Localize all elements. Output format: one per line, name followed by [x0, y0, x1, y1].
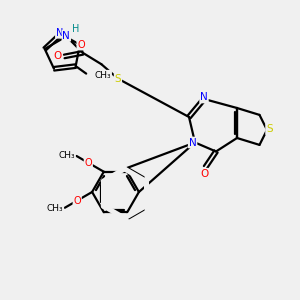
Text: O: O: [85, 158, 92, 168]
Text: S: S: [266, 124, 273, 134]
Text: N: N: [62, 31, 70, 41]
Text: N: N: [189, 137, 196, 148]
Text: O: O: [77, 40, 85, 50]
Text: CH₃: CH₃: [47, 204, 63, 213]
Text: N: N: [56, 28, 63, 38]
Text: CH₃: CH₃: [94, 70, 111, 80]
Text: N: N: [200, 92, 208, 103]
Text: S: S: [115, 74, 121, 84]
Text: H: H: [72, 24, 80, 34]
Text: O: O: [53, 51, 62, 61]
Text: O: O: [200, 169, 208, 179]
Text: O: O: [74, 196, 81, 206]
Text: CH₃: CH₃: [58, 151, 75, 160]
